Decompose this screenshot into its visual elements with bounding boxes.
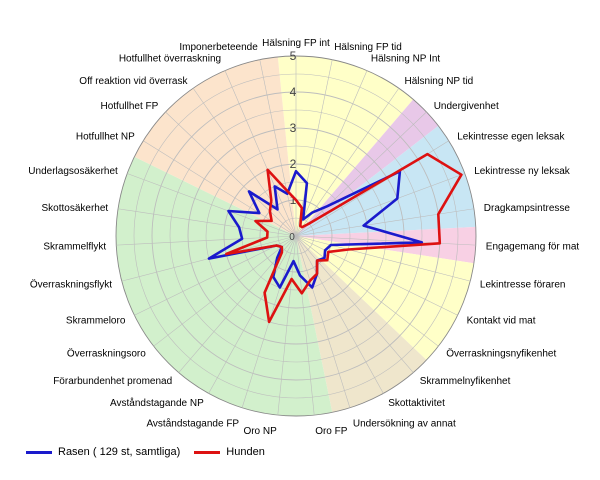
legend-swatch-hunden xyxy=(194,450,221,454)
grid-spoke-4 xyxy=(295,111,427,237)
background-sector-7 xyxy=(134,56,296,236)
category-label-27: Hotfullhet FP xyxy=(100,101,158,112)
grid-spoke-2 xyxy=(295,70,368,237)
category-label-30: Imponerbeteende xyxy=(179,42,258,53)
category-label-7: Dragkampsintresse xyxy=(484,203,571,214)
grid-spoke-20 xyxy=(153,235,297,347)
background-sector-0 xyxy=(277,56,414,237)
category-label-19: Förarbundenhet promenad xyxy=(53,376,172,387)
category-label-26: Hotfullhet NP xyxy=(76,132,135,143)
category-label-8: Engagemang för mat xyxy=(486,242,580,253)
grid-spoke-21 xyxy=(134,235,297,316)
radial-tick-3: 3 xyxy=(290,121,297,135)
grid-spoke-12 xyxy=(295,235,414,373)
grid-spoke-13 xyxy=(295,235,384,394)
radial-tick-2: 2 xyxy=(290,157,297,171)
category-label-3: Hälsning NP tid xyxy=(405,76,474,87)
category-label-15: Oro FP xyxy=(315,426,348,437)
category-label-11: Överraskningsnyfikenhet xyxy=(446,347,556,359)
background-sector-3 xyxy=(296,226,477,264)
category-label-10: Kontakt vid mat xyxy=(467,316,536,327)
grid-spoke-15 xyxy=(295,235,315,416)
series-line-0 xyxy=(207,169,424,289)
series-line-1 xyxy=(225,152,463,324)
radial-tick-0: 0 xyxy=(289,232,295,243)
grid-spoke-7 xyxy=(295,208,474,237)
grid-spoke-11 xyxy=(295,235,439,347)
category-label-25: Underlagsosäkerhet xyxy=(28,166,118,177)
background-sector-5 xyxy=(296,236,427,413)
category-label-0: Hälsning FP int xyxy=(262,38,330,49)
category-label-1: Hälsning FP tid xyxy=(334,42,402,53)
category-label-24: Skottosäkerhet xyxy=(41,203,108,214)
radial-tick-5: 5 xyxy=(290,49,297,63)
category-label-16: Oro NP xyxy=(243,426,277,437)
legend: Rasen ( 129 st, samtliga) Hunden xyxy=(26,446,265,458)
category-label-23: Skrammelflykt xyxy=(43,242,106,253)
grid-spoke-9 xyxy=(295,235,471,282)
grid-spoke-29 xyxy=(224,70,297,237)
category-label-28: Off reaktion vid överrask xyxy=(79,76,188,87)
grid-spoke-14 xyxy=(295,235,351,408)
category-label-9: Lekintresse föraren xyxy=(480,280,566,291)
radial-tick-4: 4 xyxy=(290,85,297,99)
category-label-29: Hotfullhet överraskning xyxy=(119,53,221,64)
category-label-18: Avståndstagande NP xyxy=(110,397,204,409)
category-label-5: Lekintresse egen leksak xyxy=(457,132,565,143)
legend-item-rasen: Rasen ( 129 st, samtliga) xyxy=(26,446,180,458)
category-label-17: Avståndstagande FP xyxy=(146,417,239,429)
grid-spoke-16 xyxy=(277,235,297,416)
radial-tick-1: 1 xyxy=(290,193,297,207)
category-label-22: Överraskningsflykt xyxy=(30,279,112,291)
category-label-12: Skrammelnyfikenhet xyxy=(420,376,511,387)
category-label-13: Skottaktivitet xyxy=(388,398,445,409)
category-label-14: Undersökning av annat xyxy=(353,418,456,429)
category-label-6: Lekintresse ny leksak xyxy=(474,166,571,177)
category-label-2: Hälsning NP Int xyxy=(371,53,441,64)
legend-label-hunden: Hunden xyxy=(226,446,265,458)
background-sector-6 xyxy=(116,156,333,416)
grid-spoke-6 xyxy=(295,173,465,237)
grid-spoke-8 xyxy=(295,235,476,246)
grid-spoke-27 xyxy=(165,111,297,237)
legend-label-rasen: Rasen ( 129 st, samtliga) xyxy=(58,446,181,458)
background-sector-2 xyxy=(296,125,476,236)
legend-swatch-rasen xyxy=(26,450,52,454)
grid-spoke-25 xyxy=(127,173,297,237)
category-label-21: Skrammeloro xyxy=(66,316,126,327)
category-label-20: Överraskningsoro xyxy=(67,347,146,359)
grid-spoke-18 xyxy=(208,235,297,394)
grid-spoke-10 xyxy=(295,235,458,316)
legend-item-hunden: Hunden xyxy=(194,446,265,458)
category-label-4: Undergivenhet xyxy=(434,101,499,112)
grid-spoke-28 xyxy=(192,88,297,237)
grid-spoke-30 xyxy=(259,59,297,237)
